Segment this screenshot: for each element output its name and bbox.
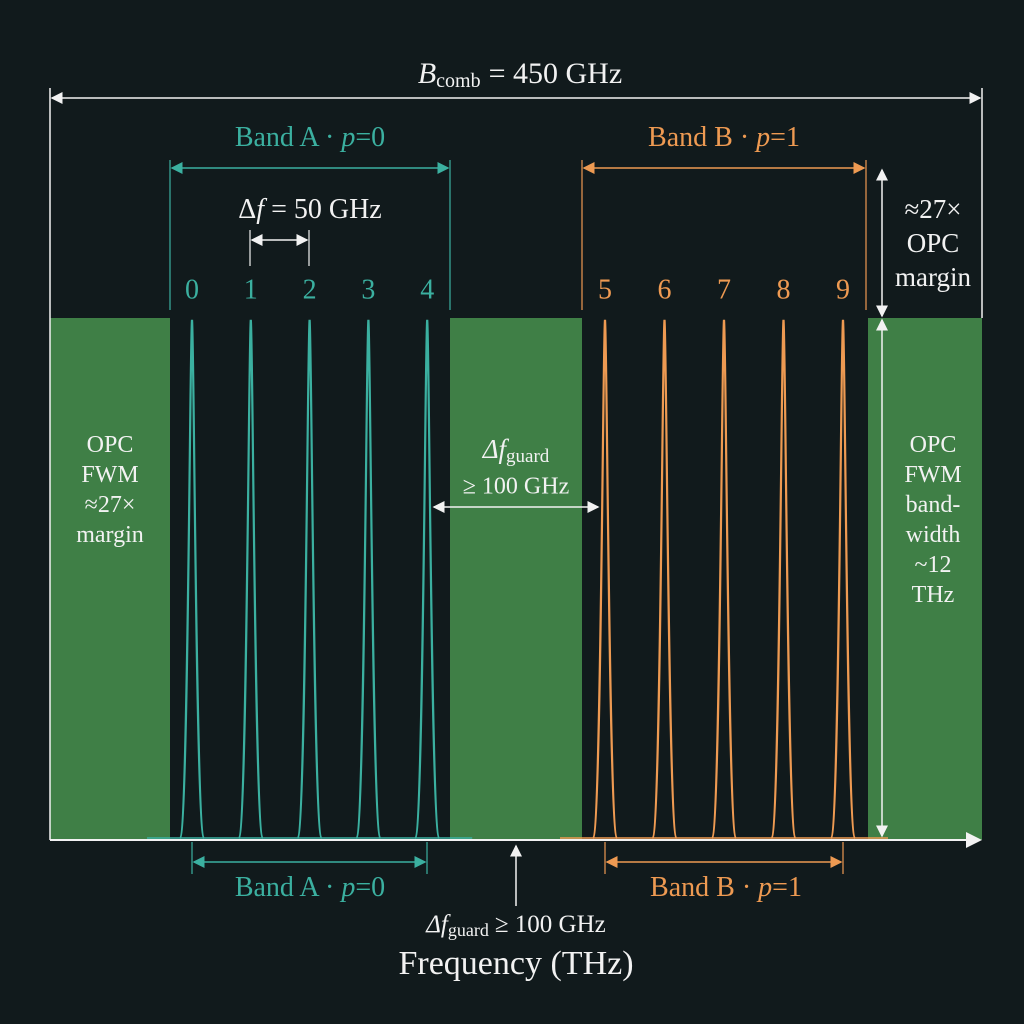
right-region-label: OPC FWM band-width ~12 THz xyxy=(904,432,961,608)
label-suffix: =1 xyxy=(772,872,802,903)
guard-mid-label: Δfguard xyxy=(482,434,550,467)
peak xyxy=(770,319,797,840)
label-prefix: Band A · xyxy=(235,122,335,153)
channel-label: 3 xyxy=(361,274,375,305)
label-line: margin xyxy=(895,262,971,292)
channel-label: 5 xyxy=(598,274,612,305)
peaks xyxy=(147,319,888,840)
channel-label: 1 xyxy=(244,274,258,305)
label-line: FWM xyxy=(904,462,961,488)
guard-bottom-label: Δfguard ≥ 100 GHz xyxy=(425,911,606,940)
label-var: p xyxy=(754,122,770,153)
peak xyxy=(178,319,206,840)
left-region-label: OPC FWM ≈27× margin xyxy=(76,432,144,548)
peak xyxy=(651,319,678,840)
channel-label: 9 xyxy=(836,274,850,305)
label-line: FWM xyxy=(81,462,138,488)
label-suffix: =0 xyxy=(355,872,385,903)
label-line: THz xyxy=(912,582,955,608)
label-prefix: Band B · xyxy=(648,122,749,153)
label-line: margin xyxy=(76,522,144,548)
band-a-bottom-label: Band A · p=0 xyxy=(235,872,385,903)
label-line: OPC xyxy=(87,432,134,458)
spacing-rest: = 50 GHz xyxy=(271,194,382,225)
x-axis-label: Frequency (THz) xyxy=(398,945,633,982)
left-region xyxy=(50,318,170,840)
channel-label: 7 xyxy=(717,274,731,305)
guard-subscript: guard xyxy=(506,446,550,467)
label-prefix: Band B · xyxy=(650,872,751,903)
peak xyxy=(237,319,264,840)
label-line: width xyxy=(906,522,961,548)
channel-label: 8 xyxy=(777,274,791,305)
guard-symbol: Δf xyxy=(425,911,451,938)
label-line: band- xyxy=(906,492,961,518)
peak xyxy=(296,319,323,840)
title-rest: = 450 GHz xyxy=(489,57,623,90)
label-line: ≈27× xyxy=(85,492,136,518)
spacing-label: Δf = 50 GHz xyxy=(238,194,381,225)
label-line: ~12 xyxy=(915,552,952,578)
label-line: OPC xyxy=(907,228,960,258)
peak xyxy=(355,319,382,840)
band-b-bottom-label: Band B · p=1 xyxy=(650,872,802,903)
channel-label: 2 xyxy=(303,274,317,305)
margin-top-label: ≈27× OPC margin xyxy=(895,194,971,292)
guard-rest: ≥ 100 GHz xyxy=(495,911,606,938)
label-prefix: Band A · xyxy=(235,872,335,903)
peak xyxy=(829,319,857,840)
label-suffix: =1 xyxy=(770,122,800,153)
channel-label: 6 xyxy=(658,274,672,305)
label-line: OPC xyxy=(910,432,957,458)
label-line: ≈27× xyxy=(904,194,961,224)
label-suffix: =0 xyxy=(355,122,385,153)
guard-mid-rest: ≥ 100 GHz xyxy=(463,474,570,500)
channel-label: 4 xyxy=(420,274,434,305)
label-var: p xyxy=(339,122,355,153)
band-b-top-label: Band B · p=1 xyxy=(648,122,800,153)
guard-subscript: guard xyxy=(448,920,489,940)
label-var: p xyxy=(339,872,355,903)
right-region xyxy=(868,318,982,840)
channel-label: 0 xyxy=(185,274,199,305)
spacing-var: f xyxy=(256,194,267,225)
title: Bcomb = 450 GHz xyxy=(418,57,622,92)
peak xyxy=(591,319,619,840)
spacing-symbol: Δ xyxy=(238,194,256,225)
peak xyxy=(414,319,441,840)
guard-symbol: Δf xyxy=(482,434,510,464)
guard-region xyxy=(450,318,582,840)
band-a-top-label: Band A · p=0 xyxy=(235,122,385,153)
title-symbol: B xyxy=(418,57,436,90)
label-var: p xyxy=(756,872,772,903)
title-subscript: comb xyxy=(436,70,480,92)
peak xyxy=(710,319,738,840)
